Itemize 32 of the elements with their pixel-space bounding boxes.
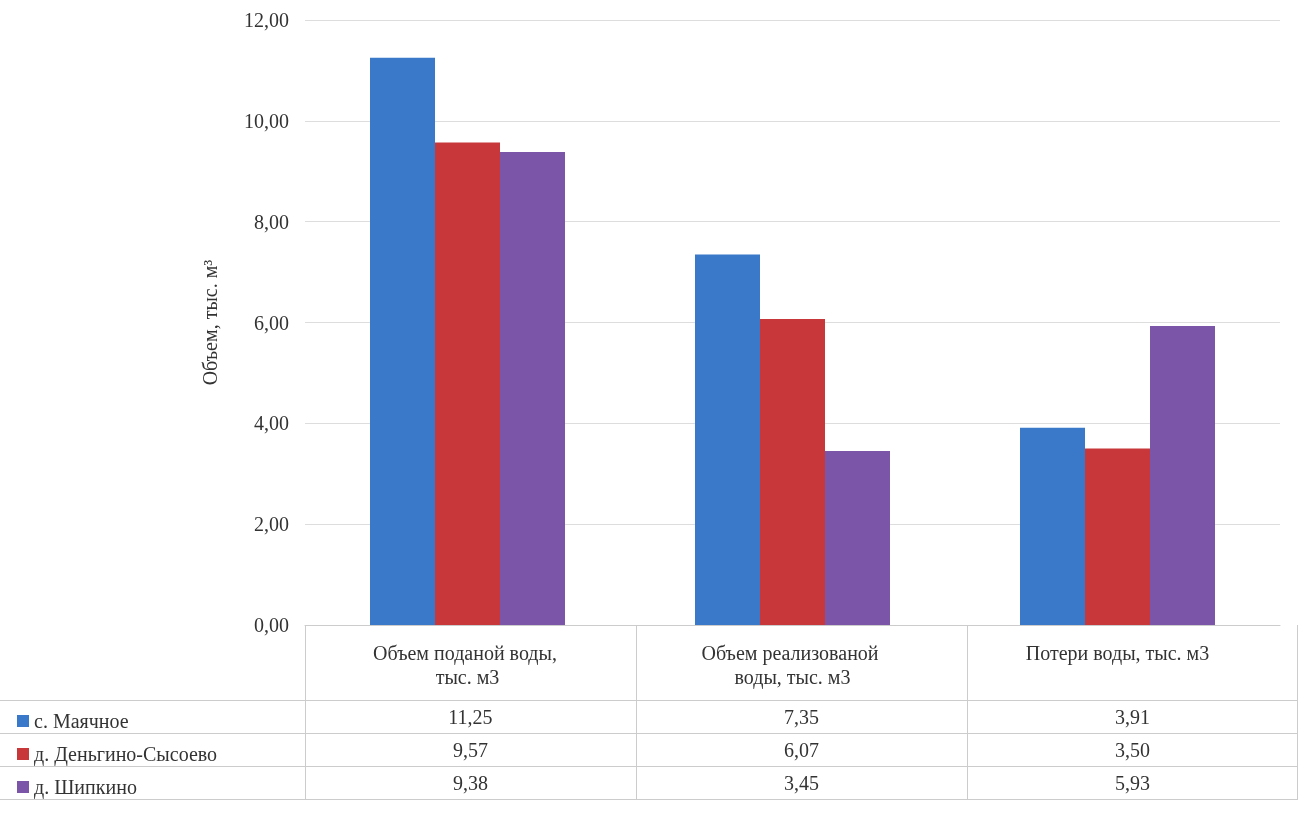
legend-label: с. Маячное bbox=[34, 710, 129, 732]
bar bbox=[695, 254, 760, 625]
data-label: 3,91 bbox=[1114, 705, 1151, 730]
y-tick-label: 12,00 bbox=[244, 9, 289, 31]
y-tick-label: 4,00 bbox=[254, 412, 289, 435]
x-tick-label: Потери воды, тыс. м3 bbox=[1025, 642, 1210, 665]
data-label: 11,25 bbox=[447, 705, 494, 730]
legend-label: д. Шипкино bbox=[34, 776, 137, 799]
data-label: 3,45 bbox=[783, 771, 820, 796]
bar bbox=[1020, 427, 1085, 625]
bar bbox=[370, 57, 435, 625]
bar bbox=[435, 142, 500, 625]
data-label: 9,38 bbox=[452, 771, 489, 796]
data-label: 7,35 bbox=[783, 705, 820, 730]
y-tick-label: 6,00 bbox=[254, 311, 289, 334]
data-label: 5,93 bbox=[1114, 771, 1151, 796]
data-label: 3,50 bbox=[1114, 738, 1151, 763]
x-tick-label: Объем реализованой воды, тыс. м3 bbox=[701, 642, 884, 689]
y-axis-title: Объем, тыс. м³ bbox=[199, 259, 221, 386]
y-tick-label: 0,00 bbox=[254, 614, 289, 636]
bar bbox=[1085, 448, 1150, 625]
data-label: 6,07 bbox=[783, 738, 820, 763]
bar bbox=[825, 451, 890, 625]
x-tick-label: Объем поданой воды, тыс. м3 bbox=[373, 642, 562, 688]
bar bbox=[760, 318, 825, 625]
bar bbox=[1150, 326, 1215, 625]
legend-label: д. Деньгино-Сысоево bbox=[34, 743, 218, 766]
bar bbox=[500, 152, 565, 625]
y-tick-label: 8,00 bbox=[254, 210, 289, 233]
y-tick-label: 10,00 bbox=[244, 109, 289, 132]
y-tick-label: 2,00 bbox=[254, 513, 289, 536]
data-label: 9,57 bbox=[452, 738, 489, 763]
